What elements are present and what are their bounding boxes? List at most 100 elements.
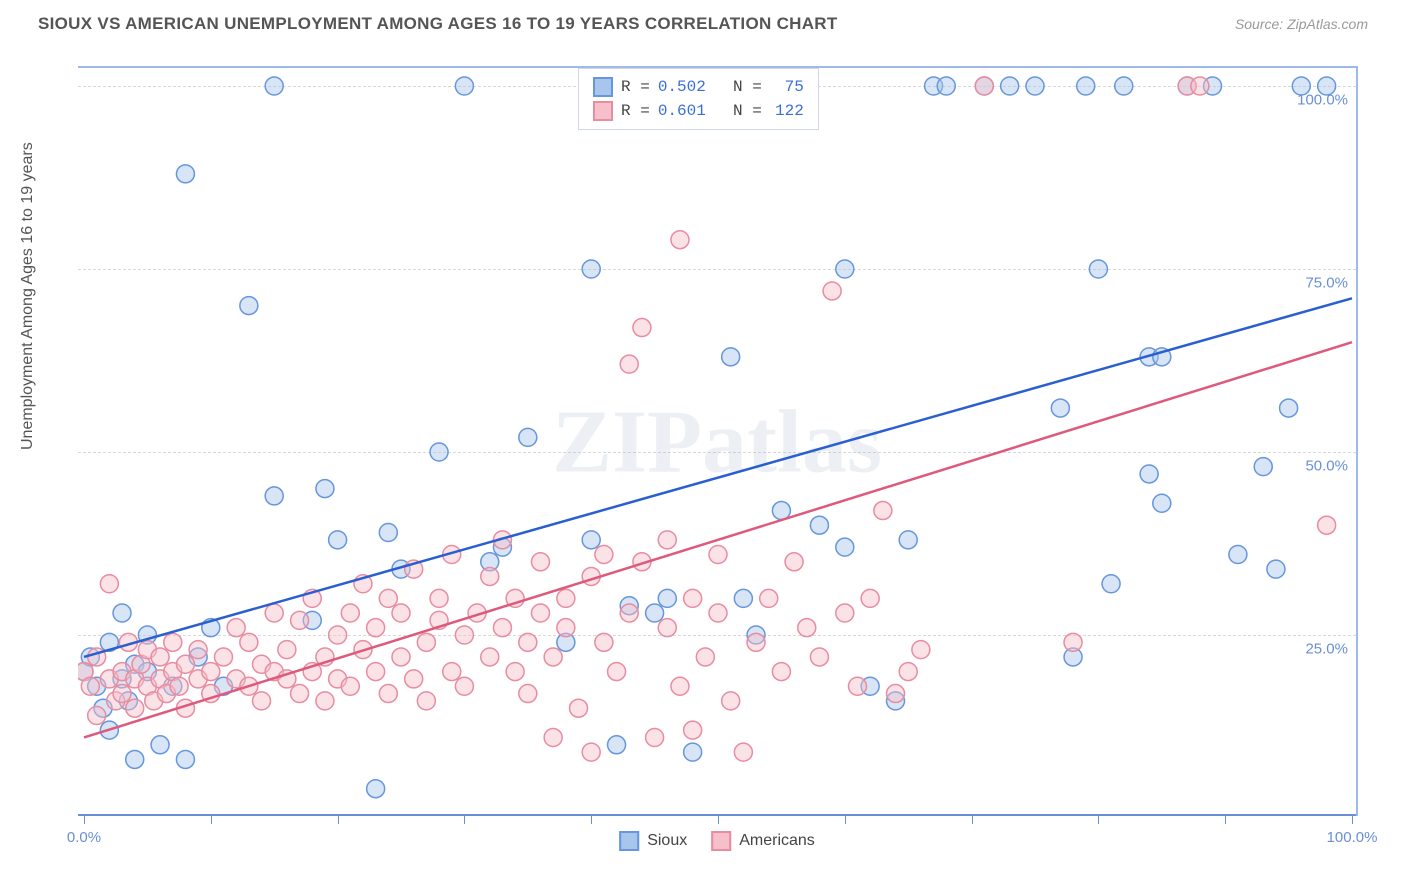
data-point <box>747 633 765 651</box>
data-point <box>316 480 334 498</box>
data-point <box>367 619 385 637</box>
scatter-svg <box>78 68 1358 818</box>
data-point <box>722 692 740 710</box>
series-legend: Sioux Americans <box>619 831 815 851</box>
data-point <box>265 487 283 505</box>
data-point <box>164 633 182 651</box>
data-point <box>240 297 258 315</box>
data-point <box>430 589 448 607</box>
legend-r-value: 0.502 <box>658 75 706 99</box>
data-point <box>531 604 549 622</box>
data-point <box>595 545 613 563</box>
data-point <box>874 502 892 520</box>
data-point <box>1318 77 1336 95</box>
x-tick-label: 100.0% <box>1327 829 1378 846</box>
data-point <box>253 692 271 710</box>
data-point <box>519 428 537 446</box>
data-point <box>1001 77 1019 95</box>
data-point <box>633 319 651 337</box>
data-point <box>1064 633 1082 651</box>
data-point <box>443 663 461 681</box>
data-point <box>227 619 245 637</box>
data-point <box>417 692 435 710</box>
data-point <box>608 736 626 754</box>
data-point <box>557 589 575 607</box>
legend-swatch <box>593 101 613 121</box>
data-point <box>291 685 309 703</box>
data-point <box>126 750 144 768</box>
data-point <box>722 348 740 366</box>
data-point <box>658 531 676 549</box>
data-point <box>570 699 588 717</box>
data-point <box>646 604 664 622</box>
data-point <box>658 589 676 607</box>
data-point <box>1089 260 1107 278</box>
data-point <box>379 589 397 607</box>
legend-n-value: 75 <box>770 75 804 99</box>
legend-r-label: R = <box>621 99 650 123</box>
legend-r-label: R = <box>621 75 650 99</box>
data-point <box>709 545 727 563</box>
data-point <box>684 721 702 739</box>
data-point <box>582 260 600 278</box>
data-point <box>557 619 575 637</box>
data-point <box>658 619 676 637</box>
data-point <box>126 699 144 717</box>
data-point <box>329 626 347 644</box>
data-point <box>582 743 600 761</box>
data-point <box>367 663 385 681</box>
data-point <box>1051 399 1069 417</box>
data-point <box>151 648 169 666</box>
data-point <box>785 553 803 571</box>
data-point <box>481 567 499 585</box>
data-point <box>316 692 334 710</box>
chart-container: Unemployment Among Ages 16 to 19 years Z… <box>38 50 1368 840</box>
data-point <box>113 604 131 622</box>
data-point <box>291 611 309 629</box>
trend-line <box>84 342 1352 737</box>
data-point <box>455 77 473 95</box>
data-point <box>1115 77 1133 95</box>
data-point <box>937 77 955 95</box>
data-point <box>481 648 499 666</box>
data-point <box>899 663 917 681</box>
legend-swatch <box>593 77 613 97</box>
data-point <box>620 355 638 373</box>
data-point <box>455 677 473 695</box>
data-point <box>430 443 448 461</box>
data-point <box>912 641 930 659</box>
data-point <box>240 633 258 651</box>
data-point <box>544 648 562 666</box>
data-point <box>265 604 283 622</box>
data-point <box>544 728 562 746</box>
data-point <box>684 743 702 761</box>
data-point <box>1140 465 1158 483</box>
data-point <box>1254 458 1272 476</box>
data-point <box>493 619 511 637</box>
data-point <box>709 604 727 622</box>
data-point <box>810 648 828 666</box>
data-point <box>823 282 841 300</box>
legend-swatch <box>711 831 731 851</box>
legend-label: Sioux <box>647 832 687 850</box>
legend-row: R = 0.601 N = 122 <box>593 99 804 123</box>
data-point <box>671 231 689 249</box>
data-point <box>176 165 194 183</box>
data-point <box>608 663 626 681</box>
data-point <box>696 648 714 666</box>
data-point <box>1153 494 1171 512</box>
data-point <box>836 538 854 556</box>
data-point <box>379 524 397 542</box>
data-point <box>684 589 702 607</box>
legend-swatch <box>619 831 639 851</box>
data-point <box>1318 516 1336 534</box>
correlation-legend: R = 0.502 N = 75R = 0.601 N = 122 <box>578 68 819 130</box>
data-point <box>519 685 537 703</box>
legend-item: Americans <box>711 831 815 851</box>
data-point <box>519 633 537 651</box>
data-point <box>772 663 790 681</box>
data-point <box>1191 77 1209 95</box>
data-point <box>189 641 207 659</box>
legend-n-label: N = <box>714 99 762 123</box>
legend-n-label: N = <box>714 75 762 99</box>
